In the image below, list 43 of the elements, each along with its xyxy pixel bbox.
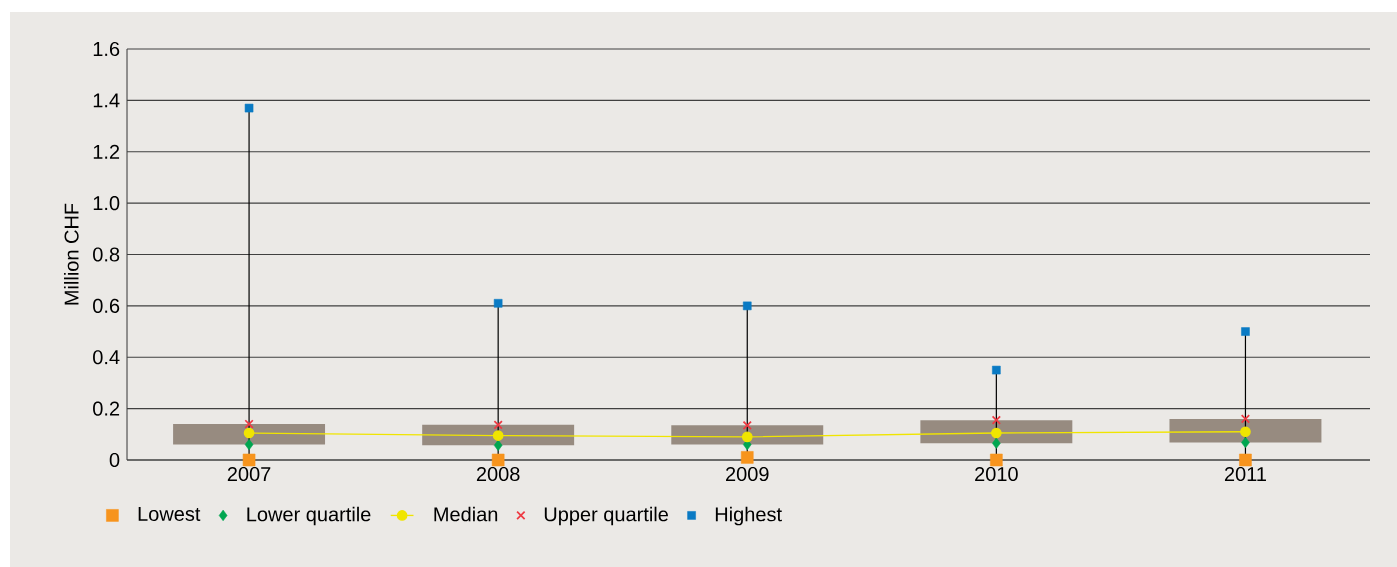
point xyxy=(1239,453,1252,467)
point xyxy=(493,420,503,430)
y-axis-title: Million CHF xyxy=(63,203,79,305)
point xyxy=(740,451,754,464)
y-tick-label: 0.6 xyxy=(93,298,120,313)
point xyxy=(741,431,753,443)
y-tick-label: 0.2 xyxy=(93,401,120,416)
legend-label: Median xyxy=(434,506,498,522)
point xyxy=(991,415,1001,425)
point xyxy=(990,453,1003,467)
point xyxy=(244,419,254,429)
x-tick-label: 2010 xyxy=(975,466,1018,482)
y-tick-label: 1.2 xyxy=(93,144,120,159)
legend-label: Lower quartile xyxy=(247,506,371,526)
point xyxy=(742,301,752,311)
point xyxy=(1240,426,1251,438)
point xyxy=(493,299,503,308)
y-tick-label: 0 xyxy=(109,452,120,468)
y-tick-label: 0.8 xyxy=(93,247,120,262)
point xyxy=(742,420,752,430)
point xyxy=(992,437,1001,449)
y-tick-label: 1.0 xyxy=(93,196,120,211)
point xyxy=(992,365,1001,375)
y-tick-label: 1.6 xyxy=(93,41,120,57)
legend-label: Highest xyxy=(715,506,782,526)
point xyxy=(1240,414,1251,424)
point xyxy=(244,103,254,113)
point xyxy=(991,427,1002,439)
legend-label: Upper quartile xyxy=(544,506,668,526)
point xyxy=(493,439,503,451)
x-tick-label: 2008 xyxy=(476,466,520,482)
point xyxy=(242,453,256,467)
point xyxy=(492,430,504,441)
y-tick-label: 1.4 xyxy=(93,93,120,108)
x-tick-label: 2007 xyxy=(227,466,271,482)
x-tick-label: 2011 xyxy=(1224,466,1266,482)
point xyxy=(243,427,255,439)
point xyxy=(491,453,505,467)
legend-label: Lowest xyxy=(138,507,201,521)
point xyxy=(244,438,254,451)
x-tick-label: 2009 xyxy=(726,466,769,482)
y-tick-label: 0.4 xyxy=(93,350,120,365)
point xyxy=(1241,327,1250,336)
